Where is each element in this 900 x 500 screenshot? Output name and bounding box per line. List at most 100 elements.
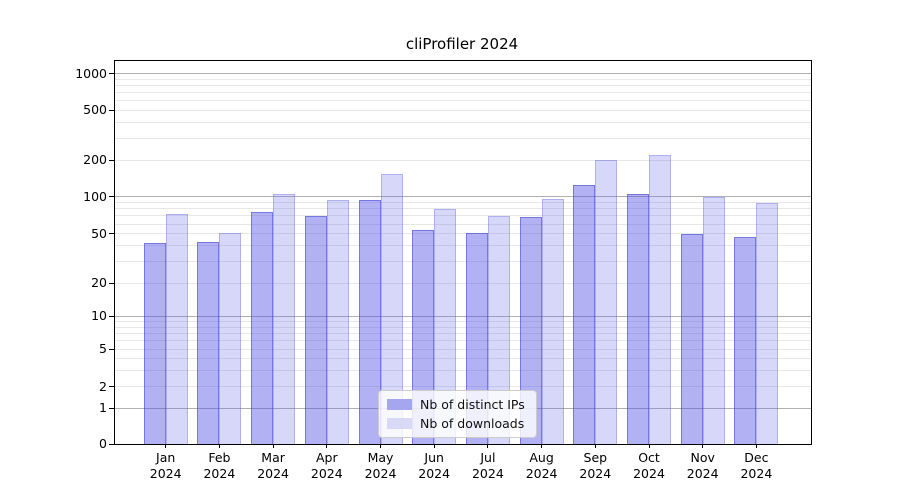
legend-swatch-downloads: [387, 418, 412, 429]
legend: Nb of distinct IPs Nb of downloads: [378, 390, 537, 438]
legend-item-distinct-ips: Nb of distinct IPs: [387, 397, 525, 412]
bar-nb-of-downloads-jul: [487, 215, 510, 444]
legend-swatch-distinct-ips: [387, 399, 412, 410]
bar-nb-of-downloads-dec: [756, 202, 779, 444]
y-tick-1000: [109, 73, 114, 75]
x-tick-label-feb: Feb 2024: [203, 450, 236, 481]
x-tick-label-dec: Dec 2024: [740, 450, 773, 481]
gridline-y-800: [115, 84, 811, 86]
gridline-y-700: [115, 92, 811, 94]
x-tick-label-jun: Jun 2024: [418, 450, 451, 481]
y-tick-label-5: 5: [99, 341, 107, 357]
gridline-y-30: [115, 260, 811, 262]
gridline-y-40: [115, 245, 811, 247]
gridline-y-70: [115, 215, 811, 217]
gridline-y-50: [115, 233, 811, 235]
gridline-y-80: [115, 208, 811, 210]
y-tick-10: [109, 315, 114, 317]
x-tick-nov: [702, 444, 704, 448]
gridline-y-60: [115, 223, 811, 225]
y-tick-500: [109, 109, 114, 111]
x-tick-label-may: May 2024: [364, 450, 397, 481]
gridline-y-400: [115, 122, 811, 124]
legend-item-downloads: Nb of downloads: [387, 416, 525, 431]
y-tick-label-1000: 1000: [75, 65, 107, 81]
gridline-y-5: [115, 348, 811, 350]
gridline-y-8: [115, 326, 811, 328]
y-tick-label-1: 1: [99, 400, 107, 416]
y-tick-label-10: 10: [91, 308, 107, 324]
gridline-y-9: [115, 320, 811, 322]
y-tick-100: [109, 196, 114, 198]
x-tick-jan: [165, 444, 167, 448]
bar-nb-of-distinct-ips-jan: [143, 243, 166, 444]
gridline-y-300: [115, 137, 811, 139]
gridline-y-4: [115, 358, 811, 360]
y-tick-50: [109, 233, 114, 235]
x-tick-sep: [594, 444, 596, 448]
gridline-y-2: [115, 386, 811, 388]
gridline-y-200: [115, 159, 811, 161]
x-tick-label-apr: Apr 2024: [310, 450, 343, 481]
y-tick-5: [109, 348, 114, 350]
x-tick-dec: [755, 444, 757, 448]
y-tick-label-2: 2: [99, 378, 107, 394]
y-tick-0: [109, 443, 114, 445]
bar-nb-of-downloads-jun: [434, 208, 457, 444]
gridline-y-100: [115, 196, 811, 198]
y-tick-label-200: 200: [83, 152, 107, 168]
bar-nb-of-distinct-ips-sep: [573, 185, 596, 444]
bar-nb-of-distinct-ips-dec: [734, 237, 757, 444]
y-tick-label-500: 500: [83, 102, 107, 118]
x-tick-may: [380, 444, 381, 448]
bar-nb-of-downloads-jan: [165, 214, 188, 444]
y-tick-label-50: 50: [91, 225, 107, 241]
y-tick-20: [109, 282, 114, 284]
bar-nb-of-distinct-ips-oct: [627, 194, 649, 444]
bar-nb-of-downloads-nov: [702, 197, 725, 444]
gridline-y-90: [115, 202, 811, 204]
chart-title: cliProfiler 2024: [405, 35, 519, 53]
x-tick-apr: [326, 444, 328, 448]
legend-label-downloads: Nb of downloads: [420, 416, 525, 431]
bar-nb-of-downloads-may: [380, 173, 403, 444]
gridline-y-600: [115, 100, 811, 102]
x-tick-feb: [218, 444, 220, 448]
gridline-y-1000: [115, 73, 811, 75]
bar-nb-of-downloads-sep: [595, 160, 618, 444]
gridline-y-20: [115, 282, 811, 284]
bar-nb-of-downloads-feb: [219, 232, 242, 444]
x-tick-jun: [433, 444, 435, 448]
x-tick-mar: [272, 444, 274, 448]
bar-nb-of-distinct-ips-mar: [251, 212, 274, 444]
gridline-y-6: [115, 340, 811, 342]
plot-area: Nb of distinct IPs Nb of downloads: [114, 60, 812, 445]
bar-nb-of-distinct-ips-apr: [304, 215, 327, 444]
y-tick-2: [109, 386, 114, 388]
x-tick-jul: [487, 444, 489, 448]
gridline-y-7: [115, 332, 811, 334]
x-tick-label-jul: Jul 2024: [471, 450, 504, 481]
x-tick-label-jan: Jan 2024: [149, 450, 182, 481]
bar-nb-of-distinct-ips-feb: [197, 241, 220, 444]
y-tick-200: [109, 159, 114, 161]
y-tick-label-100: 100: [83, 188, 107, 204]
gridline-y-10: [115, 315, 811, 317]
y-tick-label-20: 20: [91, 275, 107, 291]
y-tick-label-0: 0: [99, 436, 107, 451]
bar-nb-of-downloads-oct: [649, 155, 671, 444]
legend-label-distinct-ips: Nb of distinct IPs: [420, 397, 525, 412]
x-tick-oct: [648, 444, 650, 448]
bar-nb-of-downloads-mar: [273, 193, 296, 444]
bar-nb-of-downloads-apr: [326, 199, 349, 444]
x-tick-label-mar: Mar 2024: [257, 450, 289, 481]
x-tick-label-aug: Aug 2024: [525, 450, 558, 481]
x-tick-label-sep: Sep 2024: [579, 450, 612, 481]
gridline-y-500: [115, 109, 811, 111]
bar-nb-of-downloads-aug: [541, 198, 564, 444]
y-tick-1: [109, 407, 114, 409]
bar-nb-of-distinct-ips-aug: [519, 216, 542, 444]
x-tick-label-oct: Oct 2024: [633, 450, 665, 481]
x-tick-label-nov: Nov 2024: [686, 450, 719, 481]
